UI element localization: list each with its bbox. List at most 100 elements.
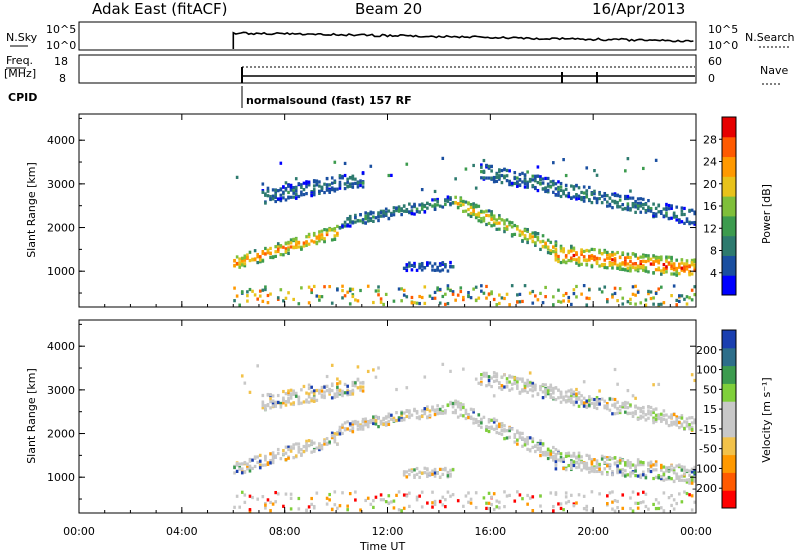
data-cell <box>287 445 290 449</box>
data-cell <box>554 457 558 461</box>
data-cell <box>387 501 391 505</box>
data-cell <box>508 182 511 187</box>
data-cell <box>629 461 632 465</box>
data-cell <box>366 369 370 374</box>
y-tick-label: 4000 <box>47 134 75 147</box>
data-cell <box>639 460 643 464</box>
data-cell <box>333 434 337 439</box>
data-cell <box>626 411 630 415</box>
data-cell <box>287 190 290 195</box>
data-cell <box>654 206 658 211</box>
data-cell <box>647 468 650 472</box>
data-cell <box>598 399 601 403</box>
data-cell <box>312 506 316 510</box>
data-cell <box>552 396 555 400</box>
data-cell <box>690 258 694 263</box>
data-cell <box>341 491 344 495</box>
data-cell <box>528 388 532 392</box>
data-cell <box>595 400 599 405</box>
data-cell <box>480 421 483 425</box>
data-cell <box>559 246 563 250</box>
data-cell <box>492 379 496 383</box>
data-cell <box>546 388 550 393</box>
data-cell <box>392 416 396 420</box>
data-cell <box>675 218 679 222</box>
data-cell <box>343 427 347 431</box>
data-cell <box>613 258 617 262</box>
data-cell <box>649 460 653 464</box>
data-cell <box>554 386 558 390</box>
data-cell <box>420 295 424 300</box>
data-cell <box>346 290 349 294</box>
data-cell <box>305 240 308 244</box>
data-cell <box>559 194 563 199</box>
data-cell <box>400 299 403 303</box>
data-cell <box>680 424 684 428</box>
data-cell <box>660 302 663 306</box>
data-cell <box>420 471 424 475</box>
data-cell <box>557 388 560 392</box>
data-cell <box>564 173 568 178</box>
data-cell <box>436 203 439 207</box>
data-cell <box>575 261 578 265</box>
data-cell <box>670 464 673 468</box>
data-cell <box>652 421 655 425</box>
data-cell <box>305 400 308 404</box>
colorbar-swatch <box>722 275 736 296</box>
data-cell <box>678 219 681 224</box>
data-cell <box>341 176 344 180</box>
data-cell <box>333 237 337 241</box>
data-cell <box>438 411 442 415</box>
data-cell <box>318 446 321 450</box>
data-cell <box>683 468 686 472</box>
data-cell <box>305 398 308 402</box>
data-cell <box>636 506 640 510</box>
data-cell <box>582 463 586 467</box>
data-cell <box>654 475 658 479</box>
data-cell <box>521 232 524 236</box>
data-cell <box>400 208 403 213</box>
data-cell <box>608 457 612 461</box>
data-cell <box>315 179 319 183</box>
data-cell <box>528 177 532 182</box>
data-cell <box>552 303 555 307</box>
data-cell <box>477 420 481 424</box>
data-cell <box>336 187 339 191</box>
data-cell <box>428 472 432 476</box>
data-cell <box>333 440 337 444</box>
data-cell <box>374 422 378 426</box>
data-cell <box>256 497 259 501</box>
data-cell <box>665 259 668 263</box>
data-cell <box>534 232 537 236</box>
data-cell <box>323 394 326 398</box>
colorbar-swatch <box>722 196 736 217</box>
data-cell <box>310 450 313 454</box>
data-cell <box>474 418 478 422</box>
data-cell <box>449 197 452 201</box>
data-cell <box>433 296 437 300</box>
colorbar-tick-label: 50 <box>703 383 717 396</box>
colorbar-swatch <box>722 401 736 420</box>
data-cell <box>685 267 689 271</box>
data-cell <box>235 462 239 466</box>
data-cell <box>598 287 601 291</box>
data-cell <box>549 383 553 387</box>
data-cell <box>289 186 293 190</box>
colorbar-tick-label: 28 <box>703 133 717 146</box>
data-cell <box>670 294 673 298</box>
data-cell <box>675 298 679 303</box>
data-cell <box>595 398 599 402</box>
colorbar-tick-label: -100 <box>692 462 717 475</box>
data-cell <box>364 214 367 218</box>
data-cell <box>508 220 511 225</box>
data-cell <box>341 425 344 429</box>
data-cell <box>693 268 697 273</box>
data-cell <box>438 269 442 273</box>
data-cell <box>616 382 619 386</box>
data-cell <box>485 284 488 289</box>
data-cell <box>282 396 285 400</box>
data-cell <box>235 494 239 498</box>
data-cell <box>577 194 581 198</box>
data-cell <box>631 471 635 475</box>
data-cell <box>436 286 439 290</box>
